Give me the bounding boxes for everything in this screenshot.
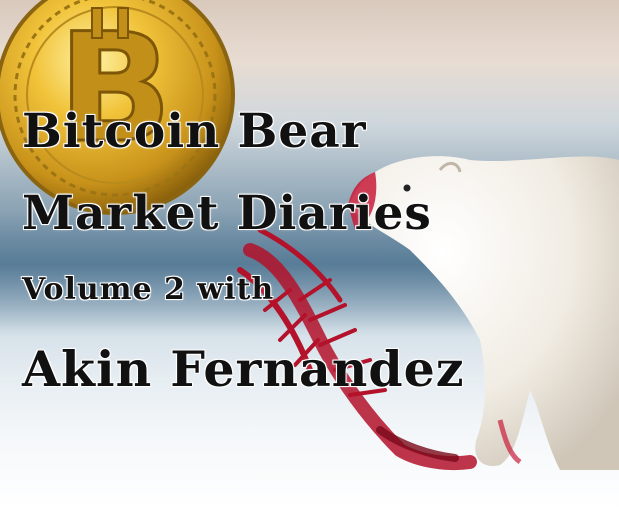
title-line-1: Bitcoin Bear (22, 104, 367, 159)
bitcoin-coin-icon: B (0, 0, 235, 215)
subtitle: Volume 2 with (22, 272, 275, 307)
title-line-2: Market Diaries (22, 186, 432, 241)
prey-remains (237, 227, 477, 471)
author-name: Akin Fernandez (22, 340, 465, 398)
polar-bear-illustration (348, 156, 619, 470)
svg-text:B: B (58, 2, 172, 176)
